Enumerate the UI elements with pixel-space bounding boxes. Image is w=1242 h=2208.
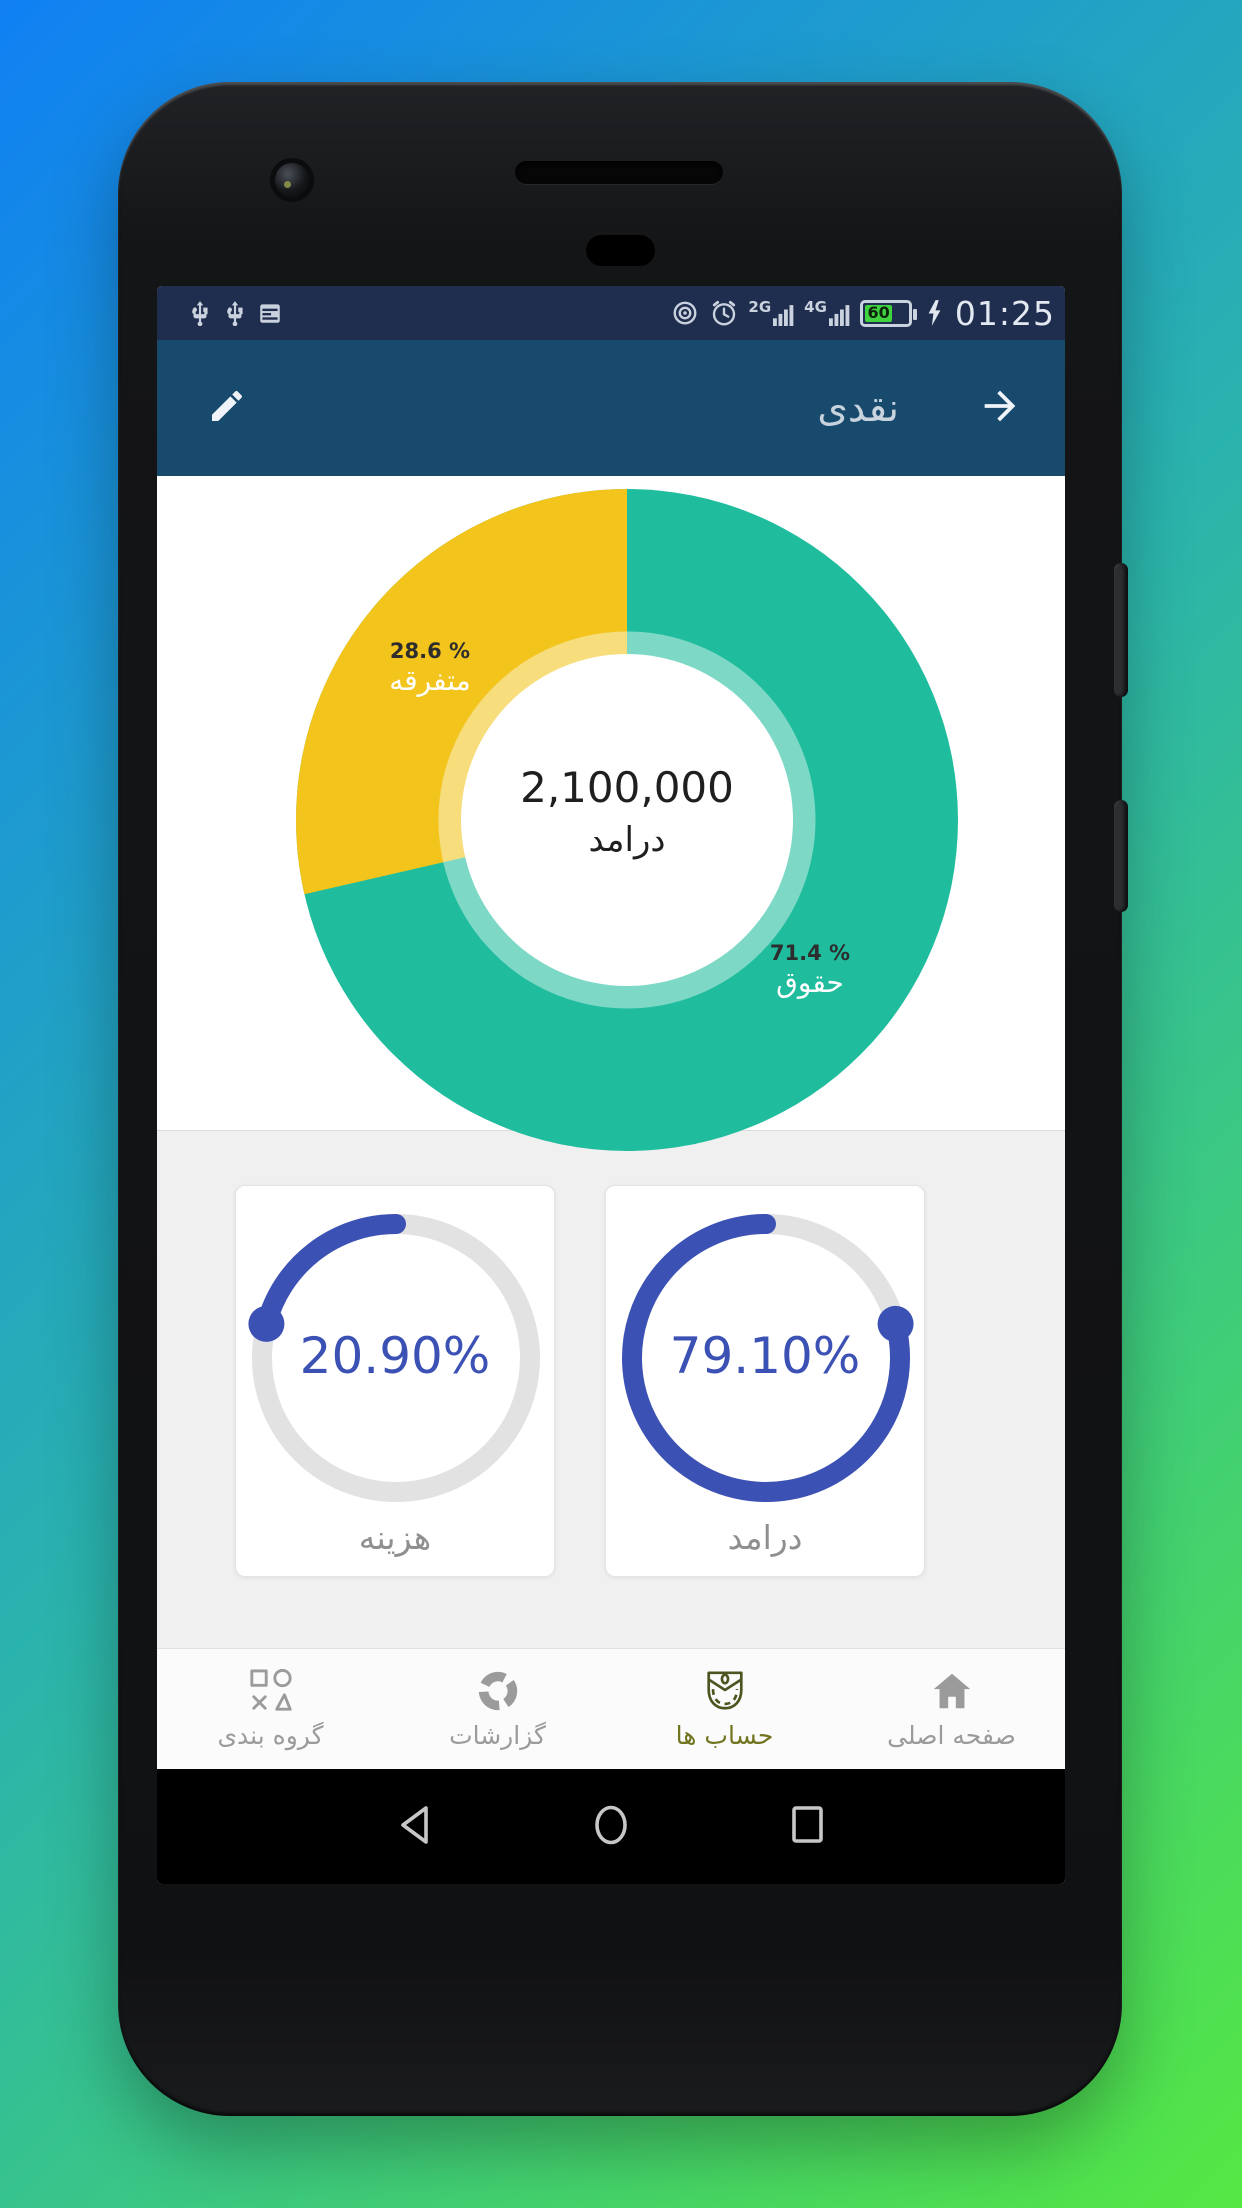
income-gauge [622, 1214, 914, 1502]
power-button [1114, 800, 1128, 912]
status-time: 01:25 [954, 293, 1055, 333]
donut-chart-svg [295, 489, 958, 1151]
network-type-label: 4G [804, 298, 827, 316]
slice-name: حقوق [776, 966, 844, 999]
usb-icon [222, 300, 248, 326]
back-button[interactable] [977, 383, 1023, 433]
android-home-button[interactable] [587, 1801, 635, 1853]
back-triangle-icon [401, 1806, 428, 1844]
recents-square-icon [792, 1806, 823, 1843]
income-card: 79.10% درامد [605, 1185, 925, 1577]
slice-percent: 71.4 % [769, 941, 851, 965]
edit-button[interactable] [207, 386, 247, 430]
home-circle-icon [595, 1805, 627, 1845]
android-recents-button[interactable] [785, 1801, 829, 1853]
arrow-forward-icon [984, 390, 1016, 422]
signal-bars-icon [773, 305, 794, 326]
network-type-label: 2G [748, 298, 772, 316]
volume-button [1114, 563, 1128, 697]
nav-item-grouping[interactable]: گروه بندی [157, 1649, 384, 1769]
signal-bars-icon [828, 305, 850, 326]
expense-card: 20.90% هزینه [235, 1185, 555, 1577]
sensor-notch [586, 235, 655, 266]
summary-section: 20.90% هزینه 79.10% درامد [157, 1130, 1065, 1648]
income-label: درامد [727, 1518, 803, 1557]
wallet-icon [706, 1671, 743, 1710]
shapes-icon [249, 1668, 292, 1711]
earpiece-speaker [515, 161, 723, 184]
signal-2g: 2G [748, 299, 795, 327]
phone-frame: 2G 4G 60 01:25 [118, 82, 1128, 2116]
android-back-button[interactable] [393, 1801, 437, 1853]
charging-bolt-icon [927, 299, 942, 327]
alarm-icon [709, 298, 739, 328]
nav-label: گروه بندی [217, 1721, 324, 1750]
nav-item-home[interactable]: صفحه اصلی [838, 1649, 1065, 1769]
status-bar: 2G 4G 60 01:25 [157, 286, 1065, 340]
income-percent: 79.10% [669, 1327, 861, 1385]
pencil-icon [212, 390, 242, 421]
slice-label-main: 71.4 % حقوق [720, 940, 900, 1000]
donut-chart: 28.6 % متفرقه 71.4 % حقوق 2,100,000 درام… [295, 488, 959, 1152]
app-header: نقدی [157, 340, 1065, 476]
home-icon [933, 1673, 970, 1709]
expense-label: هزینه [358, 1518, 432, 1557]
nav-label: حساب ها [675, 1721, 774, 1750]
hotspot-icon [670, 298, 700, 328]
donut-center-label: 2,100,000 درامد [477, 762, 777, 862]
total-caption: درامد [588, 820, 666, 860]
slice-label-secondary: 28.6 % متفرقه [335, 638, 525, 698]
income-donut-section: 28.6 % متفرقه 71.4 % حقوق 2,100,000 درام… [157, 476, 1065, 1151]
total-amount: 2,100,000 [520, 763, 734, 812]
usb-icon [187, 300, 213, 326]
phone-screen: 2G 4G 60 01:25 [157, 286, 1065, 1884]
expense-gauge [248, 1214, 540, 1502]
page-title: نقدی [817, 385, 899, 431]
nav-item-reports[interactable]: گزارشات [384, 1649, 611, 1769]
front-camera [275, 163, 309, 197]
slice-percent: 28.6 % [389, 639, 471, 663]
expense-percent: 20.90% [299, 1327, 491, 1385]
nav-item-accounts[interactable]: حساب ها [611, 1649, 838, 1769]
bottom-navigation: گروه بندی گزارشات حساب ها صفحه اصلی [157, 1648, 1065, 1769]
nav-label: صفحه اصلی [887, 1721, 1016, 1750]
android-navigation-bar [157, 1769, 1065, 1884]
battery-percent: 60 [867, 303, 890, 322]
signal-4g: 4G [804, 299, 851, 327]
battery-icon: 60 [859, 299, 917, 327]
pie-report-icon [478, 1671, 517, 1711]
agenda-icon [257, 300, 283, 326]
nav-label: گزارشات [449, 1721, 546, 1750]
slice-name: متفرقه [389, 664, 471, 697]
